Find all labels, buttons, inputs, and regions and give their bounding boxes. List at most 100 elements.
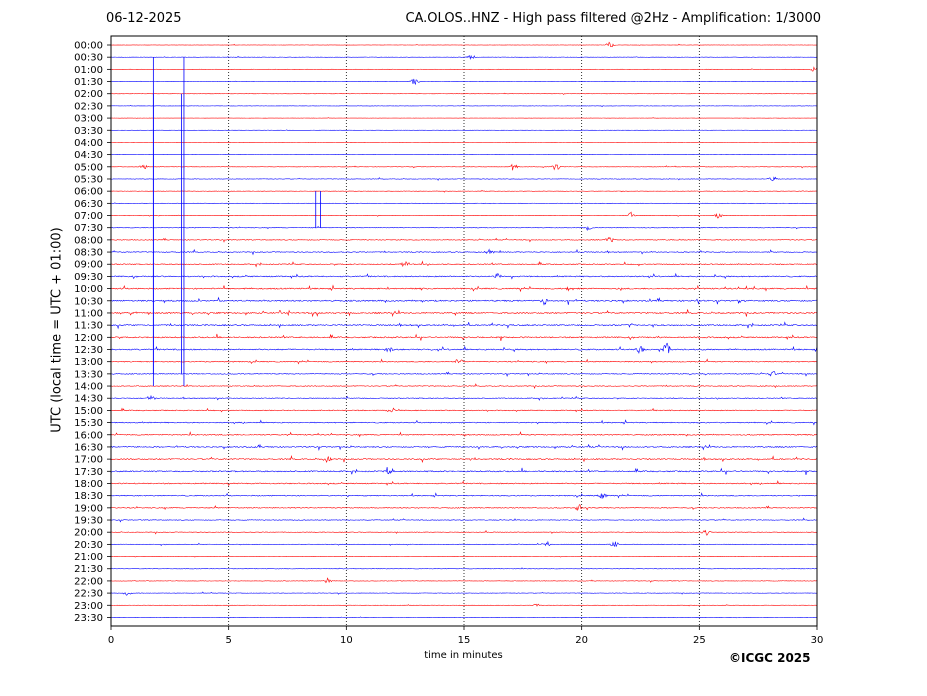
trace-1000 xyxy=(110,284,818,293)
trace-0100 xyxy=(110,66,818,72)
trace-0830 xyxy=(110,248,818,256)
y-tick-label: 19:30 xyxy=(74,516,103,527)
trace-0600 xyxy=(110,189,818,193)
x-tick-label: 15 xyxy=(458,635,471,646)
trace-1830 xyxy=(110,492,817,499)
y-tick-label: 11:30 xyxy=(74,321,103,332)
copyright: ©ICGC 2025 xyxy=(729,651,811,665)
x-tick-label: 5 xyxy=(225,635,231,646)
trace-1800 xyxy=(110,480,818,486)
trace-1230 xyxy=(110,342,818,355)
y-tick-label: 07:30 xyxy=(74,223,103,234)
y-tick-label: 00:30 xyxy=(74,53,103,64)
y-tick-label: 04:00 xyxy=(74,138,103,149)
spikes xyxy=(152,57,321,387)
y-tick-label: 15:00 xyxy=(74,406,103,417)
trace-1200 xyxy=(110,333,818,341)
y-tick-label: 12:00 xyxy=(74,333,103,344)
y-tick-label: 14:00 xyxy=(74,382,103,393)
trace-0530 xyxy=(110,176,818,182)
trace-1330 xyxy=(110,371,818,378)
trace-2100 xyxy=(110,556,818,558)
y-tick-label: 21:30 xyxy=(74,564,103,575)
y-tick-label: 13:00 xyxy=(74,357,103,368)
y-tick-label: 01:00 xyxy=(74,65,103,76)
x-tick-label: 30 xyxy=(811,635,824,646)
y-tick-label: 23:00 xyxy=(74,601,103,612)
trace-1530 xyxy=(110,419,818,426)
y-tick-label: 00:00 xyxy=(74,41,103,52)
y-tick-label: 22:00 xyxy=(74,576,103,587)
y-tick-label: 18:00 xyxy=(74,479,103,490)
trace-2330 xyxy=(110,616,818,619)
trace-0130 xyxy=(110,78,818,86)
trace-2200 xyxy=(110,577,818,584)
trace-1030 xyxy=(110,296,818,306)
trace-1430 xyxy=(110,394,818,401)
y-tick-label: 15:30 xyxy=(74,418,103,429)
trace-0330 xyxy=(110,129,818,131)
trace-1300 xyxy=(110,358,818,365)
trace-1600 xyxy=(110,431,818,438)
trace-2300 xyxy=(110,603,818,607)
y-tick-label: 06:30 xyxy=(74,199,103,210)
trace-2130 xyxy=(110,567,818,570)
y-tick-label: 22:30 xyxy=(74,589,103,600)
y-tick-label: 02:30 xyxy=(74,101,103,112)
y-tick-label: 19:00 xyxy=(74,503,103,514)
chart-title: CA.OLOS..HNZ - High pass filtered @2Hz -… xyxy=(405,11,821,26)
traces xyxy=(110,41,818,619)
trace-1500 xyxy=(110,407,818,413)
y-tick-label: 13:30 xyxy=(74,369,103,380)
trace-0230 xyxy=(110,104,818,108)
y-tick-label: 17:30 xyxy=(74,467,103,478)
trace-0000 xyxy=(111,41,818,48)
y-tick-label: 17:00 xyxy=(74,455,103,466)
y-tick-label: 09:00 xyxy=(74,260,103,271)
trace-0900 xyxy=(110,260,818,268)
y-tick-label: 18:30 xyxy=(74,491,103,502)
trace-1630 xyxy=(110,443,818,452)
trace-1930 xyxy=(110,517,818,523)
trace-1130 xyxy=(110,321,818,330)
trace-0500 xyxy=(110,163,818,171)
y-tick-label: 14:30 xyxy=(74,394,103,405)
trace-0800 xyxy=(110,236,817,243)
y-tick-label: 07:00 xyxy=(74,211,103,222)
x-tick-label: 20 xyxy=(575,635,588,646)
trace-0930 xyxy=(110,272,818,280)
x-ticks: 0 5 10 15 20 25 30 xyxy=(108,626,824,646)
y-tick-label: 01:30 xyxy=(74,77,103,88)
y-tick-label: 08:30 xyxy=(74,248,103,259)
y-tick-label: 16:30 xyxy=(74,442,103,453)
y-tick-label: 03:30 xyxy=(74,126,103,137)
trace-0200 xyxy=(110,92,818,95)
trace-2230 xyxy=(110,591,818,596)
y-tick-label: 03:00 xyxy=(74,114,103,125)
y-tick-label: 10:00 xyxy=(74,284,103,295)
y-tick-label: 20:30 xyxy=(74,540,103,551)
y-tick-label: 16:00 xyxy=(74,430,103,441)
y-tick-label: 12:30 xyxy=(74,345,103,356)
y-tick-label: 08:00 xyxy=(74,235,103,246)
y-tick-label: 11:00 xyxy=(74,308,103,319)
y-tick-label: 02:00 xyxy=(74,89,103,100)
trace-1400 xyxy=(110,383,818,389)
trace-1700 xyxy=(110,454,818,463)
grid-lines xyxy=(228,36,700,626)
y-tick-label: 05:30 xyxy=(74,174,103,185)
chart-date: 06-12-2025 xyxy=(106,11,182,26)
trace-0030 xyxy=(110,54,818,61)
trace-1900 xyxy=(110,504,818,512)
y-tick-label: 05:00 xyxy=(74,162,103,173)
trace-2030 xyxy=(110,540,818,547)
y-tick-label: 20:00 xyxy=(74,528,103,539)
x-tick-label: 0 xyxy=(108,635,114,646)
trace-0630 xyxy=(110,202,817,205)
y-tick-label: 04:30 xyxy=(74,150,103,161)
trace-0700 xyxy=(110,211,818,219)
y-tick-label: 21:00 xyxy=(74,552,103,563)
y-tick-label: 09:30 xyxy=(74,272,103,283)
